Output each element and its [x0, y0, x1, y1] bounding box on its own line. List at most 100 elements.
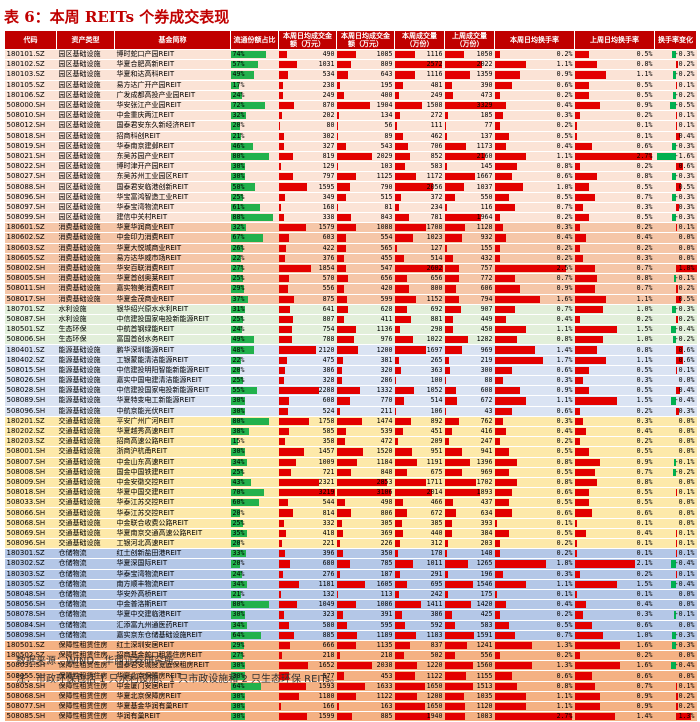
- float-share-cell: 34%: [230, 620, 279, 631]
- volume-this-week-value: 951: [430, 447, 443, 456]
- turnover-change-cell: -0.3%: [654, 49, 697, 61]
- turnover-last-week-value: 0.6%: [636, 508, 653, 517]
- float-share-bar: [230, 427, 249, 436]
- volume-this-week-bar: [394, 91, 400, 99]
- float-share-value: 67%: [232, 233, 245, 242]
- turnover-last-week-value: 0.9%: [636, 702, 653, 711]
- amount-this-week-value: 870: [322, 101, 335, 110]
- asset-type: 交通基础设施: [56, 528, 115, 540]
- fund-name: 鹏华深圳能源REIT: [114, 344, 231, 356]
- amount-this-week-value: 570: [322, 274, 335, 283]
- turnover-change-cell: 0.1%: [654, 487, 697, 499]
- turnover-last-week-cell: 0.2%: [574, 222, 655, 234]
- turnover-change-value: 0.0%: [678, 498, 695, 507]
- amount-this-week-bar: [278, 489, 336, 497]
- turnover-last-week-value: 0.4%: [636, 427, 653, 436]
- volume-last-week-cell: 672: [444, 395, 495, 407]
- amount-last-week-value: 163: [380, 702, 393, 711]
- amount-last-week-value: 226: [380, 539, 393, 548]
- float-share-bar: [230, 682, 262, 690]
- table-row: 508084.SH 仓储物流 汇添富九州通医药REIT 34% 580 595 592 583…: [4, 620, 697, 631]
- volume-this-week-cell: 1697: [394, 344, 445, 356]
- table-row: 508096.SH 园区基础设施 华宝富鸿智造工业REIT 25% 349 515 372 5…: [4, 192, 697, 203]
- float-share-cell: 20%: [230, 120, 279, 132]
- turnover-change-value: -0.3%: [674, 304, 695, 313]
- volume-this-week-bar: [394, 560, 414, 568]
- amount-this-week-value: 1579: [318, 223, 335, 232]
- amount-last-week-cell: 976: [336, 334, 395, 346]
- amount-this-week-cell: 327: [278, 141, 337, 152]
- amount-last-week-cell: 656: [336, 273, 395, 285]
- amount-this-week-cell: 875: [278, 294, 337, 305]
- table-row: 180605.SZ 消费基础设施 易方达华威市场REIT 22% 376 455 514 43…: [4, 253, 697, 264]
- float-share-cell: 24%: [230, 324, 279, 336]
- fund-name: 华宝富鸿智造工业REIT: [114, 192, 231, 203]
- volume-last-week-value: 794: [480, 294, 493, 303]
- turnover-last-week-bar: [574, 366, 589, 374]
- turnover-change-value: 0.0%: [678, 447, 695, 456]
- asset-type: 园区基础设施: [56, 131, 115, 142]
- table-row: 508087.SH 水利设施 中信建投国家电投新能源REIT 25% 807 411 881…: [4, 314, 697, 326]
- float-share-bar: [230, 540, 241, 548]
- volume-this-week-cell: 672: [394, 507, 445, 519]
- amount-this-week-cell: 788: [278, 334, 337, 346]
- fund-name: 华夏大悦城商业REIT: [114, 243, 231, 254]
- fund-name: 红土深圳安居REIT: [114, 640, 231, 652]
- amount-last-week-bar: [336, 346, 358, 354]
- amount-last-week-bar: [336, 214, 352, 222]
- turnover-change-cell: 0.2%: [654, 283, 697, 295]
- float-share-value: 49%: [232, 70, 245, 79]
- amount-this-week-value: 132: [322, 590, 335, 599]
- volume-last-week-cell: 390: [444, 80, 495, 91]
- amount-last-week-bar: [336, 366, 343, 374]
- turnover-change-cell: -0.3%: [654, 304, 697, 315]
- float-share-value: 34%: [232, 457, 245, 466]
- turnover-change-value: -0.2%: [674, 335, 695, 344]
- amount-last-week-bar: [336, 407, 341, 415]
- asset-type: 仓储物流: [56, 579, 115, 590]
- float-share-bar: [230, 315, 243, 324]
- turnover-last-week-cell: 0.5%: [574, 446, 655, 458]
- turnover-this-week-cell: 0.4%: [494, 100, 575, 112]
- volume-last-week-value: 432: [480, 253, 493, 262]
- turnover-this-week-cell: 0.4%: [494, 426, 575, 438]
- float-share-value: 35%: [232, 528, 245, 537]
- volume-last-week-value: 608: [480, 386, 493, 395]
- turnover-this-week-value: 0.5%: [556, 131, 573, 140]
- turnover-last-week-cell: 1.1%: [574, 355, 655, 366]
- amount-this-week-bar: [278, 71, 288, 79]
- amount-this-week-bar: [278, 356, 287, 364]
- float-share-cell: 61%: [230, 202, 279, 214]
- volume-this-week-cell: 692: [394, 304, 445, 315]
- float-share-bar: [230, 621, 247, 629]
- turnover-this-week-value: 0.4%: [556, 141, 573, 150]
- float-share-cell: 21%: [230, 131, 279, 142]
- fund-name: 招商高速公路REIT: [114, 436, 231, 448]
- amount-this-week-cell: 797: [278, 171, 337, 183]
- table-row: 180305.SZ 仓储物流 南方顺丰物流REIT 34% 1181 1605 695 154…: [4, 579, 697, 590]
- amount-last-week-value: 1085: [376, 50, 393, 59]
- turnover-last-week-bar: [574, 387, 589, 395]
- turnover-this-week-bar: [494, 397, 526, 405]
- volume-this-week-cell: 892: [394, 416, 445, 427]
- turnover-change-bar: [675, 285, 678, 293]
- amount-last-week-value: 286: [380, 376, 393, 385]
- turnover-this-week-bar: [494, 427, 506, 436]
- turnover-change-value: -0.2%: [674, 90, 695, 99]
- volume-last-week-bar: [444, 101, 495, 110]
- float-share-cell: 30%: [230, 446, 279, 458]
- volume-last-week-cell: 1359: [444, 69, 495, 81]
- amount-this-week-value: 1031: [318, 60, 335, 69]
- fund-name: 中金普洛斯REIT: [114, 599, 231, 611]
- turnover-change-bar: [669, 101, 676, 110]
- float-share-cell: 49%: [230, 334, 279, 346]
- volume-this-week-value: 706: [430, 141, 443, 150]
- float-share-value: 34%: [232, 579, 245, 588]
- turnover-last-week-cell: 0.7%: [574, 263, 655, 275]
- fund-code: 508017.SH: [4, 294, 57, 305]
- amount-last-week-bar: [336, 590, 339, 599]
- float-share-cell: 31%: [230, 304, 279, 315]
- volume-this-week-value: 265: [430, 355, 443, 364]
- turnover-last-week-value: 1.1%: [636, 70, 653, 79]
- volume-last-week-value: 762: [480, 416, 493, 425]
